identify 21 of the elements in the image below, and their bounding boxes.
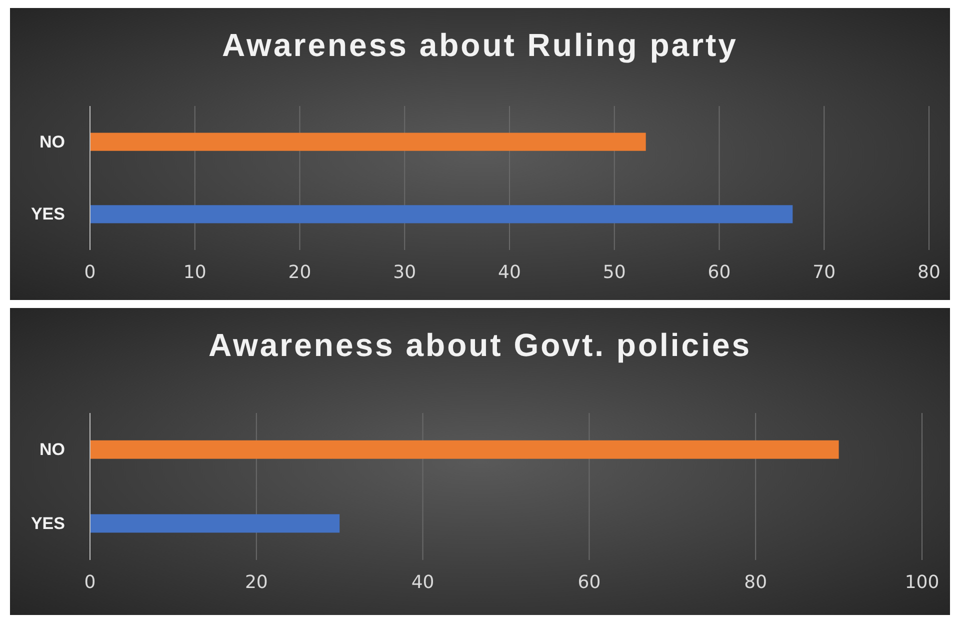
- x-tick-label: 0: [84, 572, 96, 593]
- x-tick-label: 50: [602, 262, 626, 283]
- x-tick-label: 40: [498, 262, 521, 283]
- x-tick-label: 0: [84, 262, 96, 283]
- chart-title: Awareness about Govt. policies: [208, 327, 752, 363]
- y-tick-label: NO: [40, 132, 65, 152]
- x-tick-label: 100: [904, 572, 940, 593]
- y-tick-label: NO: [40, 440, 65, 460]
- x-tick-label: 40: [411, 572, 434, 593]
- x-tick-label: 70: [812, 262, 836, 283]
- x-tick-label: 20: [288, 262, 312, 283]
- x-tick-label: 60: [578, 572, 601, 593]
- x-tick-label: 30: [393, 262, 416, 283]
- x-tick-label: 80: [918, 262, 940, 283]
- chart-title: Awareness about Ruling party: [222, 27, 738, 63]
- x-tick-label: 20: [244, 572, 268, 593]
- x-tick-label: 10: [183, 262, 206, 283]
- x-tick-label: 80: [744, 572, 768, 593]
- x-tick-label: 60: [708, 262, 731, 283]
- y-tick-label: YES: [30, 514, 65, 533]
- y-tick-label: YES: [30, 204, 65, 224]
